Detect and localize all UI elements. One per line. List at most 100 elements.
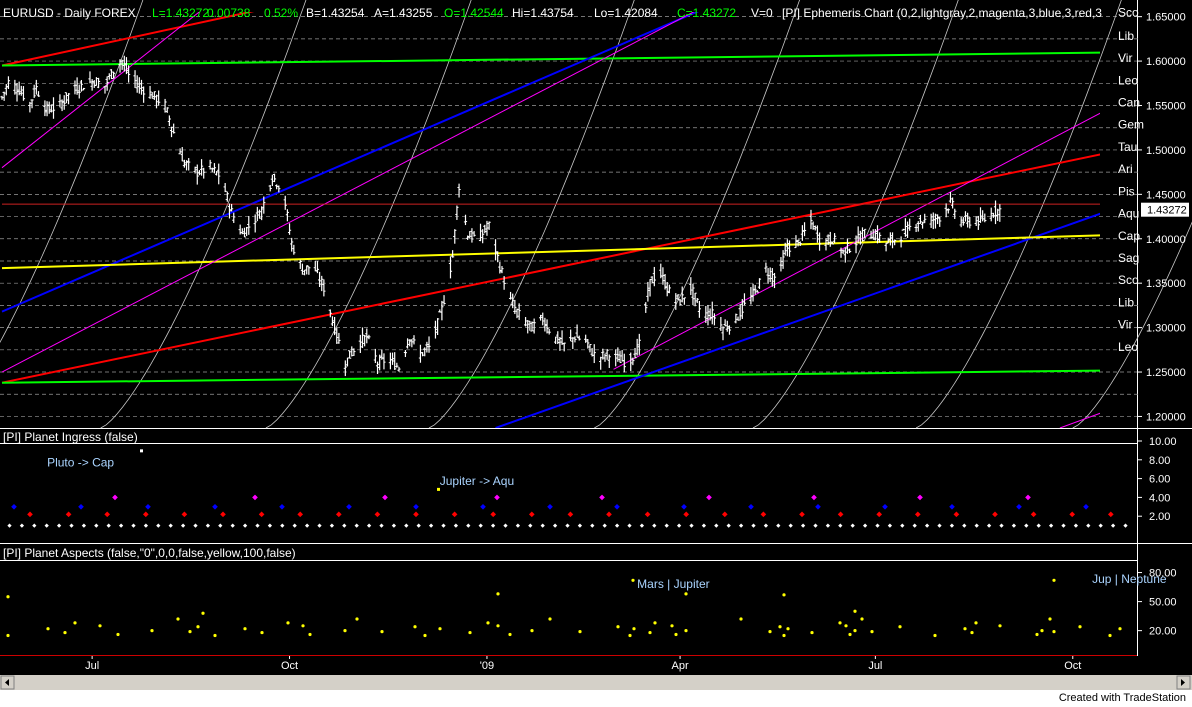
ingress-marker-white <box>193 523 198 528</box>
zodiac-label: Leo <box>1118 73 1138 87</box>
aspect-tick-label: 80.00 <box>1149 568 1177 580</box>
ingress-marker-blue <box>1016 503 1022 510</box>
zodiac-label: Sag <box>1118 251 1139 265</box>
aspect-dot <box>674 632 678 637</box>
ingress-marker-white <box>1123 523 1128 528</box>
header-field: A=1.43255 <box>374 6 433 20</box>
ingress-marker-blue <box>547 503 553 510</box>
ingress-marker-white <box>342 523 347 528</box>
aspect-dot <box>739 617 743 621</box>
ephemeris-line <box>1 51 1100 67</box>
aspect-tick-label: 50.00 <box>1149 597 1177 609</box>
ephemeris-curve <box>428 0 635 429</box>
aspect-dot <box>853 629 857 633</box>
ephemeris-line <box>1 12 255 67</box>
ingress-marker-white <box>577 523 583 528</box>
aspect-dot <box>508 632 512 637</box>
ingress-marker-white <box>875 523 880 528</box>
ingress-marker-white <box>503 523 508 528</box>
ephemeris-curve <box>594 0 800 429</box>
aspect-dot <box>63 630 67 635</box>
zodiac-label: Pis <box>1118 184 1135 198</box>
ingress-marker-white <box>627 523 632 528</box>
aspect-dot <box>844 624 848 628</box>
ingress-marker-white <box>850 523 855 528</box>
aspect-dot <box>201 611 205 615</box>
aspect-dot <box>286 621 290 625</box>
zodiac-label: Sco <box>1118 273 1139 287</box>
aspect-dot <box>632 627 636 631</box>
ingress-marker-red <box>914 511 921 518</box>
scrollbar-track <box>0 675 1192 690</box>
aspect-tick-label: 20.00 <box>1149 626 1177 638</box>
last-price-box <box>1141 202 1189 217</box>
ingress-marker-white <box>552 523 558 528</box>
aspect-dot <box>301 624 305 628</box>
ingress-marker-white <box>441 523 446 528</box>
ingress-marker-blue <box>815 503 821 510</box>
zodiac-label: Gem <box>1118 118 1144 132</box>
ingress-marker-white <box>776 523 781 528</box>
aspect-dot <box>468 630 472 635</box>
ingress-marker-white <box>937 523 942 528</box>
ephemeris-curve <box>100 0 307 429</box>
aspect-dot <box>496 624 500 628</box>
chart-background <box>0 0 1192 656</box>
ingress-marker-red <box>567 511 574 518</box>
ephemeris-line <box>1 12 200 169</box>
ingress-marker-magenta <box>811 494 817 501</box>
ingress-marker-white <box>974 523 979 528</box>
zodiac-label: Aqu <box>1118 207 1139 221</box>
ingress-annotation: Pluto -> Cap <box>47 455 114 469</box>
price-tick-label: 1.55000 <box>1146 101 1186 113</box>
ingress-marker-white <box>453 523 459 528</box>
date-tick-label: Jul <box>85 660 99 672</box>
aspect-dot <box>782 633 786 638</box>
ingress-marker-white <box>962 523 967 528</box>
ingress-marker-red <box>490 511 497 518</box>
ingress-marker-white <box>131 523 136 528</box>
aspect-dot <box>970 630 974 635</box>
aspect-dot <box>343 629 347 633</box>
aspect-dot <box>308 632 312 637</box>
ephemeris-line <box>1059 412 1100 428</box>
ingress-marker-blue <box>145 503 151 510</box>
aspect-dot <box>1052 630 1056 634</box>
ingress-marker-red <box>876 511 883 518</box>
aspect-dot <box>1035 632 1039 637</box>
aspect-dot <box>860 617 864 621</box>
ingress-marker-red <box>220 511 226 518</box>
header-field: O=1.42544 <box>444 6 504 20</box>
aspect-dot <box>73 621 77 625</box>
zodiac-label: Leo <box>1118 340 1138 354</box>
ingress-marker-red <box>992 511 998 518</box>
ingress-marker-red <box>683 511 690 518</box>
ingress-marker-red <box>451 511 458 518</box>
ingress-marker-magenta <box>252 494 258 501</box>
ingress-marker-white <box>676 523 682 528</box>
ingress-marker-white <box>143 523 149 528</box>
aspect-dot <box>150 629 154 633</box>
aspect-dot <box>6 633 10 638</box>
ephemeris-line <box>1 153 1100 384</box>
ingress-marker-white <box>205 523 211 528</box>
ingress-annotation: Jupiter -> Aqu <box>440 474 514 488</box>
date-tick-label: '09 <box>480 660 494 672</box>
header-field: B=1.43254 <box>306 6 365 20</box>
ingress-marker-white <box>1098 523 1103 528</box>
ingress-marker-blue <box>413 503 419 510</box>
chevron-right-icon <box>1181 679 1185 686</box>
ingress-marker-red <box>374 511 381 518</box>
aspect-dot <box>116 632 120 637</box>
ingress-marker-blue <box>681 503 687 510</box>
ingress-marker-red <box>606 511 612 518</box>
ingress-marker-white <box>379 523 384 528</box>
aspect-dot <box>631 578 635 582</box>
aspect-dot <box>848 632 852 637</box>
ingress-marker-magenta <box>382 494 388 501</box>
aspect-dot <box>260 630 264 635</box>
aspect-dot <box>933 633 937 638</box>
zodiac-label: Tau <box>1118 140 1137 154</box>
aspect-dot <box>1078 625 1082 629</box>
